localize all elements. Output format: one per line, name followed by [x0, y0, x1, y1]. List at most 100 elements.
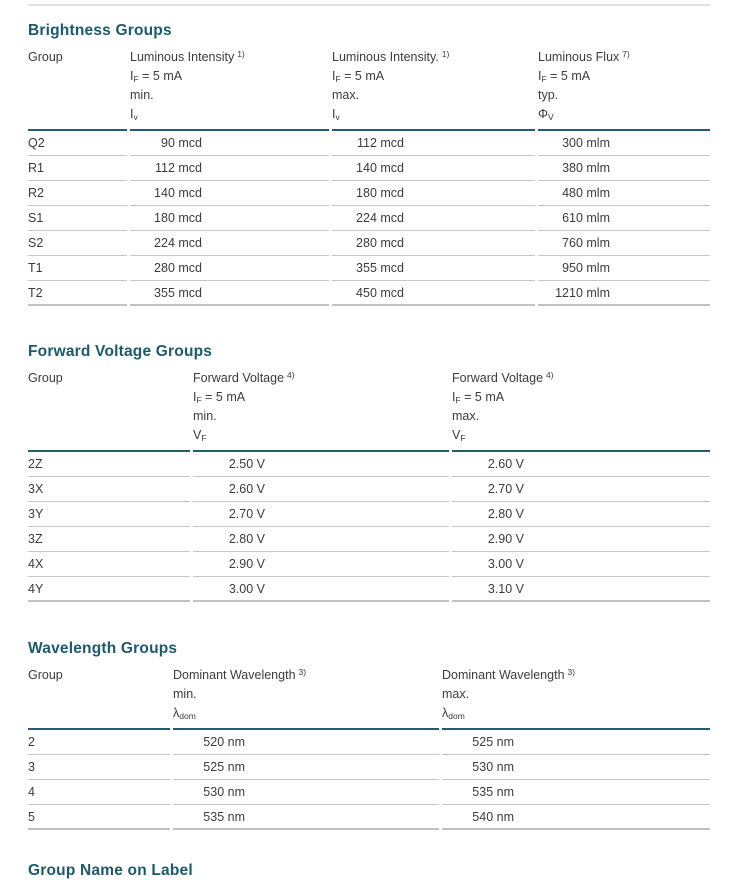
footnote-marker: 1) [237, 49, 245, 59]
limit-label: max. [452, 409, 480, 423]
value-cell: 280 mcd [332, 231, 535, 256]
condition-subscript: F [455, 395, 461, 405]
value-cell: 480 mlm [538, 181, 710, 206]
symbol-subscript: v [133, 112, 138, 122]
value-text: 355 mcd [356, 261, 404, 275]
symbol-subscript: dom [448, 711, 465, 721]
forward-voltage-groups-table: Group Forward Voltage 4) IF = 5 mA min. VF For… [28, 369, 710, 602]
value-text: 760 mlm [562, 236, 610, 250]
value-text: 3.00 V [487, 557, 524, 571]
column-title: Luminous Flux 7) [538, 49, 630, 64]
symbol-subscript: dom [179, 711, 196, 721]
value-cell: 140 mcd [130, 181, 329, 206]
group-cell: 3Y [28, 502, 190, 527]
column-header-group: Group [28, 369, 190, 452]
column-header: Forward Voltage 4) IF = 5 mA max. VF [452, 369, 710, 452]
value-text: 2.80 V [228, 532, 265, 546]
group-cell: T2 [28, 281, 127, 306]
symbol-subscript: V [547, 112, 554, 122]
value-cell: 520 nm [173, 730, 439, 755]
group-cell: 3 [28, 755, 170, 780]
value-text: 3.10 V [487, 582, 524, 596]
value-text: 1210 mlm [555, 286, 610, 300]
table-row: 5 535 nm 540 nm [28, 805, 710, 830]
value-cell: 1210 mlm [538, 281, 710, 306]
value-cell: 530 nm [173, 780, 439, 805]
value-text: 610 mlm [562, 211, 610, 225]
condition-subscript: F [541, 74, 547, 84]
value-text: 90 mcd [161, 136, 202, 150]
group-cell: R2 [28, 181, 127, 206]
value-text: 2.70 V [228, 507, 265, 521]
value-cell: 535 nm [442, 780, 710, 805]
value-cell: 224 mcd [130, 231, 329, 256]
test-condition: IF = 5 mA [130, 69, 183, 84]
symbol-subscript: v [335, 112, 340, 122]
value-text: 950 mlm [562, 261, 610, 275]
value-cell: 355 mcd [130, 281, 329, 306]
value-text: 2.70 V [487, 482, 524, 496]
test-condition: IF = 5 mA [452, 390, 505, 405]
symbol-subscript: F [201, 433, 207, 443]
group-cell: 4X [28, 552, 190, 577]
test-condition: IF = 5 mA [332, 69, 385, 84]
value-text: 112 mcd [154, 161, 202, 175]
value-text: 450 mcd [356, 286, 404, 300]
value-cell: 300 mlm [538, 131, 710, 156]
limit-label: min. [193, 409, 217, 423]
value-text: 280 mcd [356, 236, 404, 250]
symbol-label: VF [193, 428, 207, 443]
group-cell: R1 [28, 156, 127, 181]
table-row: R1 112 mcd 140 mcd 380 mlm [28, 156, 710, 181]
column-header-group: Group [28, 48, 127, 131]
value-cell: 112 mcd [332, 131, 535, 156]
value-cell: 3.00 V [193, 577, 449, 602]
header-row: Group Forward Voltage 4) IF = 5 mA min. VF For… [28, 369, 710, 452]
column-title: Forward Voltage 4) [452, 370, 554, 385]
limit-label: max. [442, 687, 470, 701]
footnote-marker: 3) [567, 667, 576, 677]
value-text: 535 nm [203, 810, 245, 824]
value-cell: 2.50 V [193, 452, 449, 477]
value-cell: 950 mlm [538, 256, 710, 281]
table-row: 2 520 nm 525 nm [28, 730, 710, 755]
group-cell: 5 [28, 805, 170, 830]
symbol-subscript: F [460, 433, 466, 443]
brightness-groups-table: Group Luminous Intensity 1) IF = 5 mA min. Iv… [28, 48, 710, 306]
group-cell: 2Z [28, 452, 190, 477]
value-cell: 280 mcd [130, 256, 329, 281]
wavelength-groups-table: Group Dominant Wavelength 3) min. λdom Domina… [28, 666, 710, 830]
value-text: 140 mcd [356, 161, 404, 175]
column-header: Luminous Intensity. 1) IF = 5 mA max. Iv [332, 48, 535, 131]
group-cell: 3Z [28, 527, 190, 552]
value-cell: 530 nm [442, 755, 710, 780]
value-text: 535 nm [472, 785, 514, 799]
value-cell: 355 mcd [332, 256, 535, 281]
value-text: 2.90 V [487, 532, 524, 546]
value-text: 224 mcd [356, 211, 404, 225]
table-row: 4Y 3.00 V 3.10 V [28, 577, 710, 602]
table-row: S2 224 mcd 280 mcd 760 mlm [28, 231, 710, 256]
column-title: Luminous Intensity. 1) [332, 49, 450, 64]
value-cell: 2.70 V [193, 502, 449, 527]
section-heading-forward-voltage-groups: Forward Voltage Groups [28, 343, 213, 360]
value-cell: 2.80 V [452, 502, 710, 527]
value-cell: 90 mcd [130, 131, 329, 156]
column-header: Dominant Wavelength 3) min. λdom [173, 666, 439, 730]
value-cell: 450 mcd [332, 281, 535, 306]
value-text: 180 mcd [154, 211, 202, 225]
value-text: 2.50 V [228, 457, 265, 471]
group-cell: 4Y [28, 577, 190, 602]
limit-label: max. [332, 88, 360, 102]
condition-subscript: F [196, 395, 202, 405]
value-cell: 180 mcd [130, 206, 329, 231]
column-header: Dominant Wavelength 3) max. λdom [442, 666, 710, 730]
page-top-divider [28, 4, 710, 6]
column-title: Forward Voltage 4) [193, 370, 295, 385]
symbol-label: Iv [130, 107, 138, 122]
header-row: Group Luminous Intensity 1) IF = 5 mA min. Iv… [28, 48, 710, 131]
value-text: 380 mlm [562, 161, 610, 175]
symbol-label: VF [452, 428, 466, 443]
symbol-label: λdom [173, 706, 196, 721]
group-label: Group [28, 668, 63, 682]
